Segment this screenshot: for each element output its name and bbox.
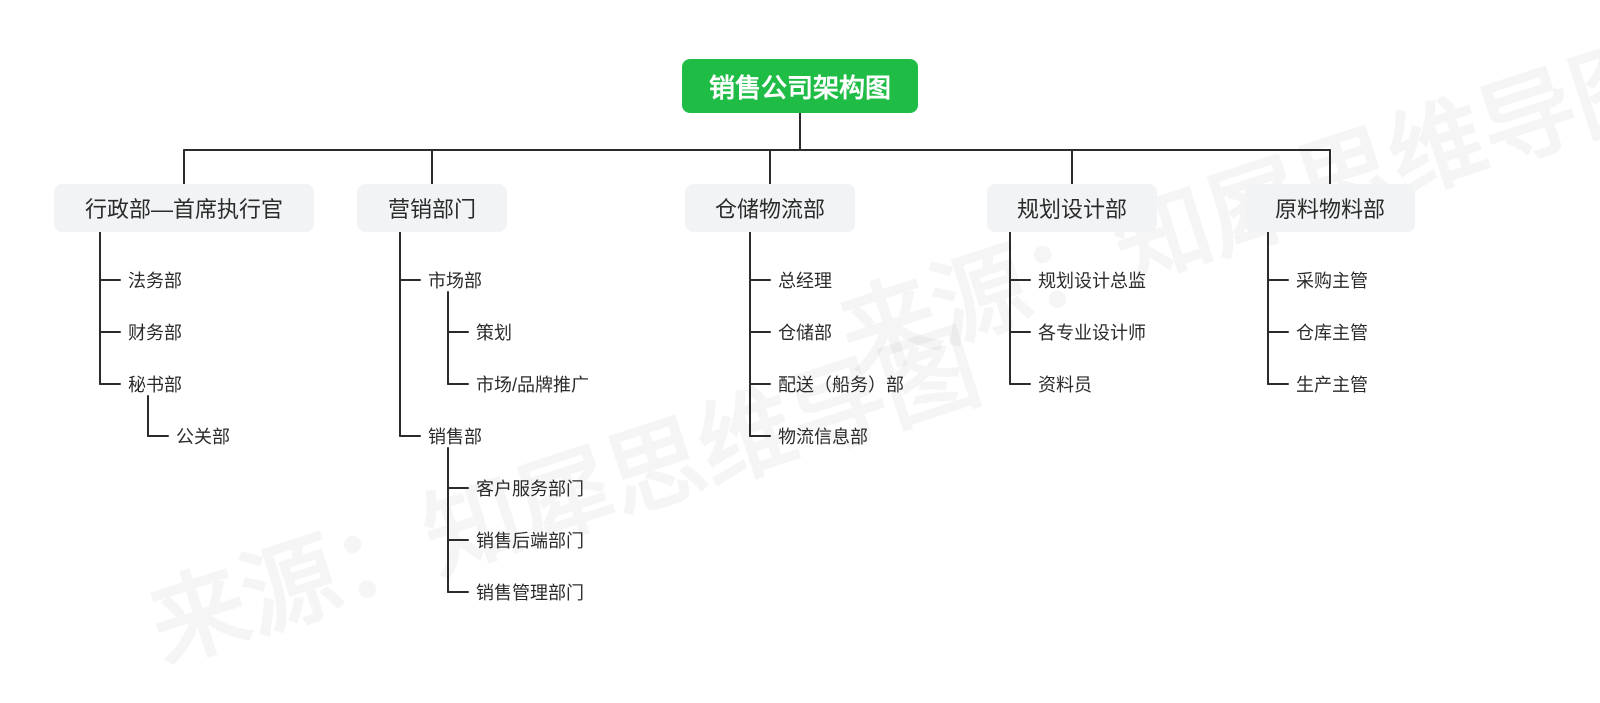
leaf-design-1: 各专业设计师 <box>1038 320 1146 344</box>
dept-marketing: 营销部门 <box>357 184 507 232</box>
leaf-marketing-0-0: 策划 <box>476 320 512 344</box>
leaf-logistics-1: 仓储部 <box>778 320 832 344</box>
leaf-admin-2: 秘书部 <box>128 372 182 396</box>
leaf-marketing-0: 市场部 <box>428 268 482 292</box>
leaf-design-0: 规划设计总监 <box>1038 268 1146 292</box>
leaf-marketing-1-2: 销售管理部门 <box>476 580 584 604</box>
leaf-logistics-2: 配送（船务）部 <box>778 372 904 396</box>
dept-material: 原料物料部 <box>1245 184 1415 232</box>
leaf-design-2: 资料员 <box>1038 372 1092 396</box>
leaf-material-1: 仓库主管 <box>1296 320 1368 344</box>
leaf-admin-2-0: 公关部 <box>176 424 230 448</box>
leaf-material-0: 采购主管 <box>1296 268 1368 292</box>
leaf-material-2: 生产主管 <box>1296 372 1368 396</box>
leaf-marketing-1: 销售部 <box>428 424 482 448</box>
leaf-admin-1: 财务部 <box>128 320 182 344</box>
dept-logistics: 仓储物流部 <box>685 184 855 232</box>
leaf-logistics-0: 总经理 <box>778 268 832 292</box>
leaf-marketing-1-0: 客户服务部门 <box>476 476 584 500</box>
dept-admin: 行政部—首席执行官 <box>54 184 314 232</box>
leaf-admin-0: 法务部 <box>128 268 182 292</box>
leaf-marketing-1-1: 销售后端部门 <box>476 528 584 552</box>
dept-design: 规划设计部 <box>987 184 1157 232</box>
root-node: 销售公司架构图 <box>682 59 918 113</box>
leaf-marketing-0-1: 市场/品牌推广 <box>476 372 589 396</box>
leaf-logistics-3: 物流信息部 <box>778 424 868 448</box>
